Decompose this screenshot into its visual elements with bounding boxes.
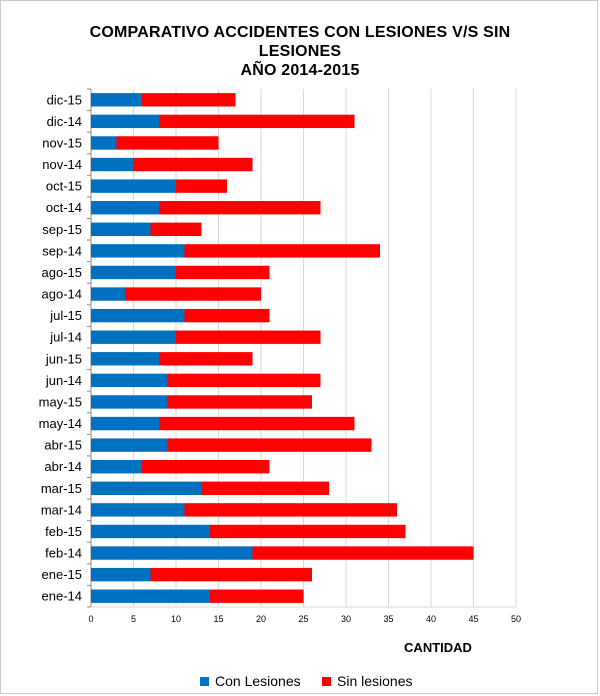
category-label-mar-15: mar-15 [41, 481, 82, 496]
category-label-dic-15: dic-15 [47, 92, 82, 107]
bar-sin-lesiones-oct-14 [159, 201, 321, 215]
x-tick-label-50: 50 [511, 614, 521, 624]
bar-sin-lesiones-abr-15 [167, 438, 372, 452]
x-tick-label-5: 5 [131, 614, 136, 624]
x-tick-label-30: 30 [341, 614, 351, 624]
category-label-nov-14: nov-14 [42, 157, 82, 172]
bar-sin-lesiones-sep-14 [184, 244, 380, 258]
bar-sin-lesiones-ene-15 [150, 567, 312, 582]
category-label-sep-15: sep-15 [42, 222, 82, 237]
bar-con-lesiones-may-14 [91, 416, 159, 431]
category-label-jul-14: jul-14 [49, 330, 82, 345]
bar-con-lesiones-jun-15 [91, 352, 159, 366]
category-label-abr-15: abr-15 [44, 438, 82, 453]
category-label-jun-15: jun-15 [45, 351, 82, 366]
bar-con-lesiones-oct-14 [91, 201, 159, 215]
bar-sin-lesiones-feb-14 [252, 546, 474, 560]
bar-sin-lesiones-ene-14 [210, 589, 304, 603]
category-label-feb-14: feb-14 [45, 546, 82, 561]
bar-con-lesiones-mar-14 [91, 503, 185, 517]
bar-sin-lesiones-jun-15 [159, 352, 253, 366]
bar-con-lesiones-dic-15 [91, 93, 142, 107]
bar-con-lesiones-feb-14 [91, 546, 253, 560]
category-label-sep-14: sep-14 [42, 243, 82, 258]
bar-con-lesiones-abr-14 [91, 460, 142, 474]
bar-sin-lesiones-ago-15 [176, 265, 270, 280]
bar-sin-lesiones-nov-15 [116, 136, 219, 150]
bar-con-lesiones-ene-14 [91, 589, 210, 603]
category-label-feb-15: feb-15 [45, 524, 82, 539]
bar-con-lesiones-abr-15 [91, 438, 168, 452]
bar-con-lesiones-feb-15 [91, 524, 210, 539]
bar-con-lesiones-dic-14 [91, 114, 159, 129]
category-label-ago-14: ago-14 [42, 287, 82, 302]
bar-chart: 0 5 10 15 20 25 30 35 40 45 50 dic-15 dic-14 nov-15 no… [39, 88, 521, 655]
bar-con-lesiones-mar-15 [91, 481, 202, 495]
x-tick-label-0: 0 [88, 614, 93, 624]
x-axis-title: CANTIDAD [404, 640, 472, 655]
category-label-ene-15: ene-15 [42, 567, 82, 582]
bar-sin-lesiones-oct-15 [176, 179, 227, 193]
bar-con-lesiones-ene-15 [91, 567, 151, 582]
legend-item-con-lesiones: Con Lesiones [200, 673, 301, 689]
chart-title-line-2: LESIONES [258, 43, 342, 60]
category-label-abr-14: abr-14 [44, 459, 82, 474]
chart-legend: Con Lesiones Sin lesiones [0, 673, 600, 693]
bar-sin-lesiones-nov-14 [133, 157, 253, 172]
category-label-may-15: may-15 [39, 394, 82, 409]
bar-con-lesiones-jul-14 [91, 330, 176, 344]
x-tick-label-10: 10 [171, 614, 181, 624]
x-tick-label-20: 20 [256, 614, 266, 624]
chart-title-line-3: AÑO 2014-2015 [240, 62, 360, 79]
bar-con-lesiones-ago-14 [91, 287, 125, 301]
bar-sin-lesiones-jul-15 [184, 308, 270, 323]
bar-sin-lesiones-may-14 [159, 416, 355, 431]
bar-con-lesiones-nov-14 [91, 157, 134, 172]
bar-sin-lesiones-abr-14 [142, 460, 270, 474]
category-label-nov-15: nov-15 [42, 135, 82, 150]
category-label-jul-15: jul-15 [49, 308, 82, 323]
legend-label-sin-lesiones: Sin lesiones [337, 673, 413, 689]
bar-sin-lesiones-dic-15 [142, 93, 236, 107]
category-label-oct-14: oct-14 [46, 200, 82, 215]
legend-swatch-sin-lesiones [322, 676, 331, 686]
bar-sin-lesiones-jul-14 [176, 330, 321, 344]
bar-con-lesiones-sep-15 [91, 222, 151, 236]
bar-sin-lesiones-ago-14 [125, 287, 261, 301]
category-label-dic-14: dic-14 [47, 114, 82, 129]
category-label-ago-15: ago-15 [42, 265, 82, 280]
category-label-oct-15: oct-15 [46, 179, 82, 194]
bar-sin-lesiones-mar-14 [184, 503, 397, 517]
bar-con-lesiones-nov-15 [91, 136, 117, 150]
legend-swatch-con-lesiones [200, 676, 209, 686]
bar-sin-lesiones-jun-14 [167, 373, 321, 388]
bar-sin-lesiones-dic-14 [159, 114, 355, 129]
legend-item-sin-lesiones: Sin lesiones [322, 673, 413, 689]
bar-con-lesiones-jun-14 [91, 373, 168, 388]
bar-con-lesiones-jul-15 [91, 308, 185, 323]
x-tick-label-25: 25 [298, 614, 308, 624]
category-label-mar-14: mar-14 [41, 502, 82, 517]
category-label-jun-14: jun-14 [45, 373, 82, 388]
bar-con-lesiones-ago-15 [91, 265, 176, 280]
chart-title-line-1: COMPARATIVO ACCIDENTES CON LESIONES V/S … [89, 24, 511, 41]
legend-label-con-lesiones: Con Lesiones [215, 673, 301, 689]
bar-sin-lesiones-feb-15 [210, 524, 406, 539]
bar-sin-lesiones-may-15 [167, 395, 312, 409]
category-label-ene-14: ene-14 [42, 589, 82, 604]
x-tick-label-45: 45 [468, 614, 478, 624]
x-tick-label-40: 40 [426, 614, 436, 624]
bar-con-lesiones-oct-15 [91, 179, 176, 193]
bar-con-lesiones-sep-14 [91, 244, 185, 258]
category-label-may-14: may-14 [39, 416, 82, 431]
bar-sin-lesiones-mar-15 [201, 481, 329, 495]
bar-sin-lesiones-sep-15 [150, 222, 202, 236]
bar-con-lesiones-may-15 [91, 395, 168, 409]
x-tick-label-35: 35 [383, 614, 393, 624]
x-tick-label-15: 15 [213, 614, 223, 624]
